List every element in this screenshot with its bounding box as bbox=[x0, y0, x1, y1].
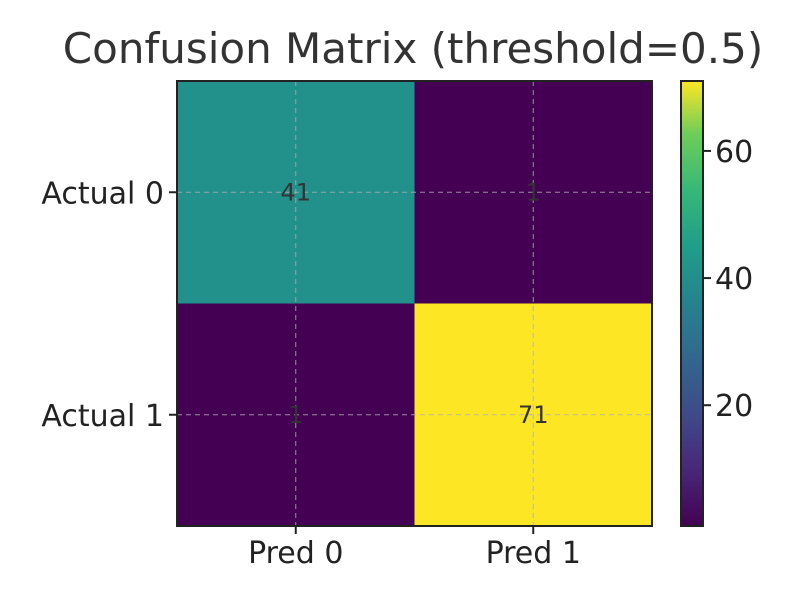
cell-value-r1-c1: 71 bbox=[518, 401, 549, 429]
x-tick-label-0: Pred 0 bbox=[248, 536, 343, 571]
colorbar-tick-label-20: 20 bbox=[715, 389, 753, 424]
colorbar-gradient bbox=[680, 80, 704, 527]
grid-lines bbox=[177, 81, 652, 526]
chart-title: Confusion Matrix (threshold=0.5) bbox=[63, 24, 763, 73]
x-tick-label-1: Pred 1 bbox=[486, 536, 581, 571]
cell-value-r0-c0: 41 bbox=[280, 178, 311, 206]
cell-value-labels: 41 1 1 71 bbox=[280, 178, 548, 429]
plot-frame bbox=[176, 80, 653, 527]
heatmap-cells bbox=[177, 81, 653, 527]
y-tick-label-1: Actual 1 bbox=[41, 399, 164, 434]
axis-tick-labels: Pred 0 Pred 1 Actual 0 Actual 1 bbox=[41, 176, 581, 571]
colorbar: 20 40 60 bbox=[680, 80, 753, 527]
y-tick-label-0: Actual 0 bbox=[41, 176, 164, 211]
colorbar-tick-label-40: 40 bbox=[715, 262, 753, 297]
colorbar-tick-label-60: 60 bbox=[715, 135, 753, 170]
cell-value-r0-c1: 1 bbox=[526, 178, 541, 206]
cell-value-r1-c0: 1 bbox=[288, 401, 303, 429]
